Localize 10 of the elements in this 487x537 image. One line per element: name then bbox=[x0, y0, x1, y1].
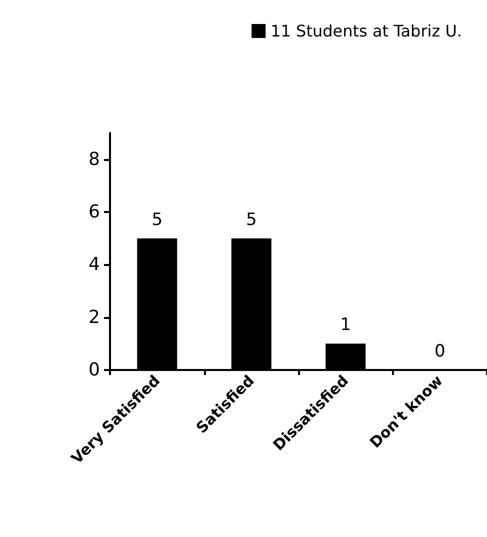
legend-label: 11 Students at Tabriz U. bbox=[270, 22, 462, 40]
data-label: 1 bbox=[340, 315, 352, 336]
y-tick-label: 8 bbox=[88, 148, 100, 170]
data-label: 5 bbox=[246, 210, 257, 230]
y-tick-label: 2 bbox=[88, 306, 100, 328]
y-tick-label: 4 bbox=[88, 254, 100, 276]
data-label: 5 bbox=[152, 210, 163, 230]
y-tick-label: 0 bbox=[88, 360, 100, 380]
y-tick-label: 6 bbox=[88, 202, 100, 222]
data-label: 0 bbox=[434, 342, 446, 362]
